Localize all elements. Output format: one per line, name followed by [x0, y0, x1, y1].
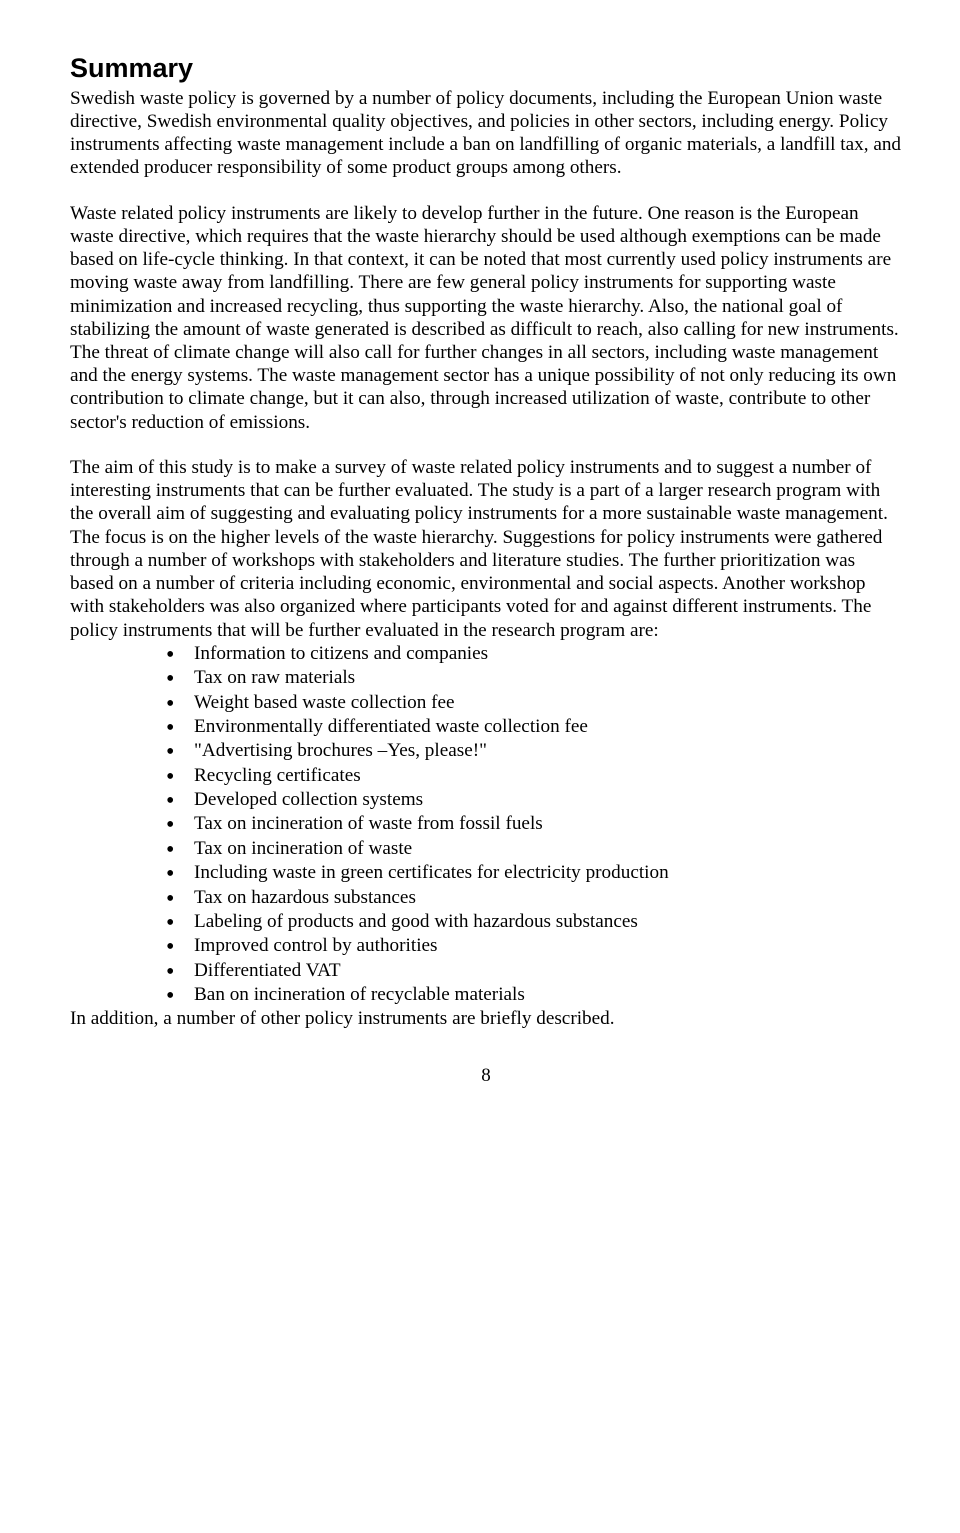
- summary-paragraph-1: Swedish waste policy is governed by a nu…: [70, 87, 902, 180]
- list-item: Information to citizens and companies: [166, 642, 902, 666]
- summary-paragraph-3: The aim of this study is to make a surve…: [70, 456, 902, 642]
- list-item: Including waste in green certificates fo…: [166, 861, 902, 885]
- list-item: Recycling certificates: [166, 764, 902, 788]
- list-item: Labeling of products and good with hazar…: [166, 910, 902, 934]
- list-item: Differentiated VAT: [166, 959, 902, 983]
- list-item: Environmentally differentiated waste col…: [166, 715, 902, 739]
- policy-instruments-list: Information to citizens and companies Ta…: [70, 642, 902, 1008]
- summary-paragraph-2: Waste related policy instruments are lik…: [70, 202, 902, 434]
- list-item: Improved control by authorities: [166, 934, 902, 958]
- list-item: Ban on incineration of recyclable materi…: [166, 983, 902, 1007]
- page-title: Summary: [70, 52, 902, 85]
- list-item: Tax on incineration of waste: [166, 837, 902, 861]
- list-item: Tax on hazardous substances: [166, 886, 902, 910]
- page-number: 8: [70, 1065, 902, 1088]
- list-item: Developed collection systems: [166, 788, 902, 812]
- summary-paragraph-4: In addition, a number of other policy in…: [70, 1007, 902, 1030]
- list-item: Weight based waste collection fee: [166, 691, 902, 715]
- list-item: Tax on raw materials: [166, 666, 902, 690]
- list-item: Tax on incineration of waste from fossil…: [166, 812, 902, 836]
- list-item: "Advertising brochures –Yes, please!": [166, 739, 902, 763]
